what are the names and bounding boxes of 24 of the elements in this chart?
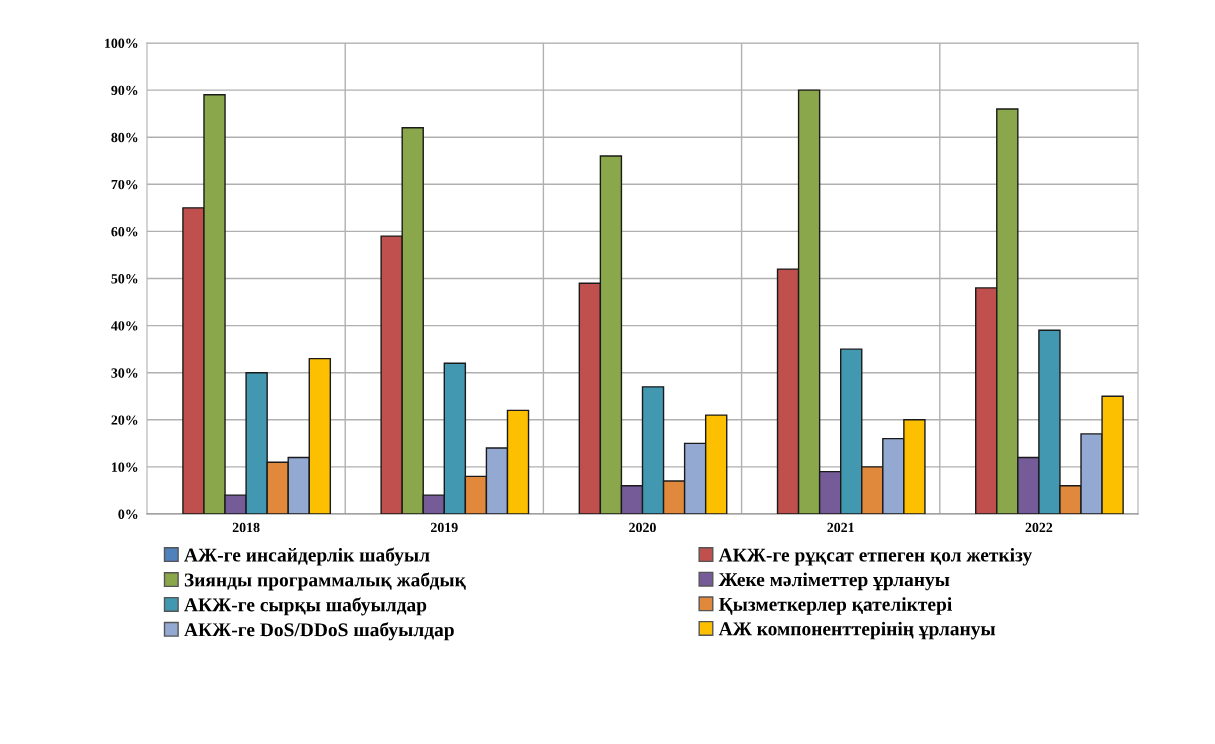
legend-label: АЖ компоненттерінің ұрлануы — [718, 621, 996, 640]
y-tick-label: 40% — [111, 321, 138, 331]
y-tick-label: 100% — [105, 38, 138, 48]
legend-label: Жеке мәліметтер ұрлануы — [718, 572, 950, 591]
legend-label: Зиянды программалық жабдық — [184, 572, 466, 591]
y-tick-label: 10% — [112, 462, 138, 472]
y-tick-label: 0% — [118, 509, 138, 519]
legend-label: АКЖ-ге рұқсат етпеген қол жеткізу — [718, 547, 1032, 566]
x-tick-label: 2018 — [232, 522, 260, 533]
x-tick-label: 2020 — [629, 522, 656, 533]
y-tick-label: 50% — [111, 274, 138, 284]
y-tick-label: 90% — [111, 85, 138, 96]
x-tick-label: 2022 — [1025, 522, 1053, 533]
y-tick-label: 30% — [111, 368, 138, 378]
y-tick-label: 80% — [111, 132, 138, 143]
x-tick-label: 2019 — [430, 522, 458, 533]
y-tick-label: 60% — [111, 226, 138, 237]
y-tick-label: 70% — [111, 179, 138, 190]
x-tick-label: 2021 — [827, 522, 854, 533]
legend-label: АКЖ-ге DoS/DDoS шабуылдар — [184, 622, 454, 641]
y-tick-label: 20% — [111, 415, 138, 425]
legend-label: АКЖ-ге сырқы шабуылдар — [184, 597, 427, 616]
legend-label: Қызметкерлер қателіктері — [718, 597, 952, 615]
legend-label: АЖ-ге инсайдерлік шабуыл — [184, 547, 430, 566]
